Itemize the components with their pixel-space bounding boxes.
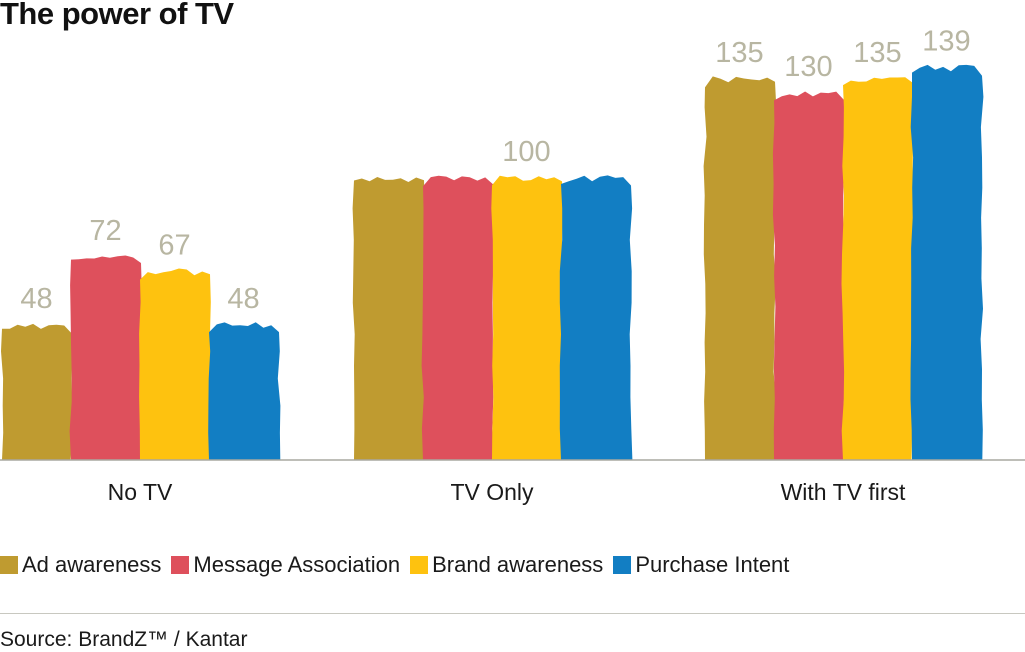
legend-label-brand-awareness: Brand awareness [432,552,604,577]
legend-label-message-association: Message Association [193,552,401,577]
bar-ad-awareness-tv-only [352,177,425,460]
bar-message-association-tv-only [421,175,495,460]
source-note: Source: BrandZ™ / Kantar [0,628,248,651]
bar-brand-awareness-no-tv [139,268,212,460]
legend-item-message-association: Message Association [171,552,400,578]
data-label-purchase-intent-with-tv-first: 139 [922,26,970,58]
bar-purchase-intent-tv-only [559,175,633,460]
bar-brand-awareness-tv-only [491,175,564,460]
legend-swatch-purchase-intent [613,556,632,574]
bar-purchase-intent-with-tv-first [910,64,984,461]
legend-swatch-message-association [171,556,190,574]
data-label-ad-awareness-no-tv: 48 [20,283,52,315]
legend-item-ad-awareness: Ad awareness [0,552,161,578]
data-label-brand-awareness-no-tv: 67 [158,229,190,261]
chart-title: The power of TV [0,0,234,31]
data-label-brand-awareness-tv-only: 100 [502,136,550,168]
legend-label-purchase-intent: Purchase Intent [635,552,790,577]
data-label-purchase-intent-no-tv: 48 [227,283,259,315]
category-label-with-tv-first: With TV first [781,479,906,505]
data-label-ad-awareness-with-tv-first: 135 [715,37,763,69]
chart-legend: Ad awareness Message Association Brand a… [0,552,799,578]
data-label-message-association-with-tv-first: 130 [784,51,832,83]
category-label-no-tv: No TV [108,479,173,505]
bar-brand-awareness-with-tv-first [841,77,915,461]
legend-item-brand-awareness: Brand awareness [410,552,603,578]
legend-label-ad-awareness: Ad awareness [22,552,162,577]
category-label-tv-only: TV Only [450,479,534,505]
bar-chart: 48 72 67 48 No TV 100 TV Only 135 130 135 139 With … [0,26,1025,505]
bar-message-association-with-tv-first [772,91,846,460]
bar-purchase-intent-no-tv [208,322,281,460]
data-label-brand-awareness-with-tv-first: 135 [853,37,901,69]
bar-ad-awareness-no-tv [1,323,73,460]
footer-divider [0,613,1025,614]
legend-swatch-ad-awareness [0,556,18,574]
bar-ad-awareness-with-tv-first [703,76,777,461]
bar-message-association-no-tv [69,255,143,460]
legend-item-purchase-intent: Purchase Intent [613,552,789,578]
legend-swatch-brand-awareness [410,556,429,574]
data-label-message-association-no-tv: 72 [89,215,121,247]
